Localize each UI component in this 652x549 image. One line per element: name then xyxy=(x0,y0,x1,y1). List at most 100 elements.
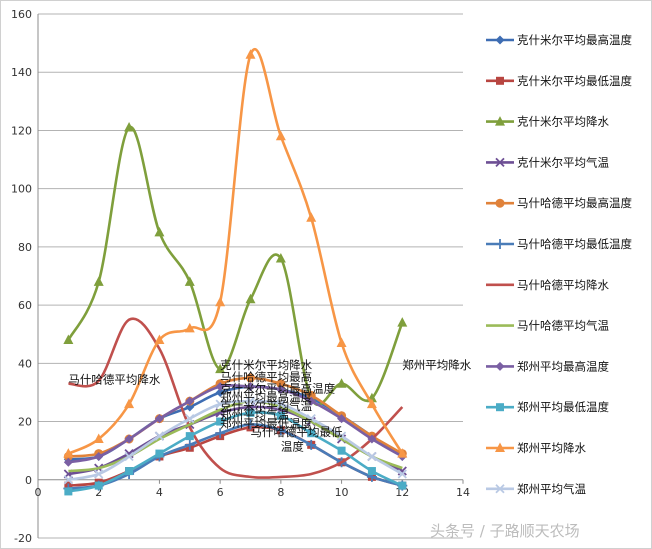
watermark-text: 头条号 / 子路顺天农场 xyxy=(430,522,580,540)
data-label: 郑州平均气温 xyxy=(220,408,289,422)
data-point xyxy=(397,448,408,458)
y-tick-label: -20 xyxy=(14,532,32,545)
legend-item: 马什哈德平均降水 xyxy=(486,278,609,292)
data-point xyxy=(154,431,165,441)
data-point xyxy=(495,484,505,494)
legend-item: 马什哈德平均最低温度 xyxy=(486,237,632,251)
x-tick-label: 10 xyxy=(335,486,349,499)
data-point xyxy=(125,467,134,476)
data-point xyxy=(337,446,346,455)
y-tick-label: 160 xyxy=(11,8,32,21)
data-point xyxy=(124,398,135,409)
legend-label: 马什哈德平均气温 xyxy=(517,319,609,333)
legend-item: 马什哈德平均最高温度 xyxy=(486,196,632,210)
legend-item: 郑州平均最低温度 xyxy=(486,400,609,414)
data-point xyxy=(336,337,347,347)
data-point xyxy=(367,434,377,444)
annotations: 马什哈德平均降水 克什米尔平均降水 郑州平均降水马什哈德平均最高克什米尔平均最高温度… xyxy=(68,358,471,454)
legend-label: 克什米尔平均降水 xyxy=(517,115,609,129)
data-point xyxy=(185,432,194,441)
y-tick-label: 140 xyxy=(11,66,32,79)
data-point xyxy=(306,414,316,424)
series-layer xyxy=(63,48,408,496)
data-point xyxy=(63,457,73,467)
series-line xyxy=(68,423,403,490)
legend: 克什米尔平均最高温度克什米尔平均最低温度克什米尔平均降水克什米尔平均气温马什哈德… xyxy=(486,33,632,496)
legend-label: 克什米尔平均最高温度 xyxy=(517,33,632,47)
data-point xyxy=(184,276,195,286)
data-label: 郑州平均最低温度 xyxy=(220,416,312,430)
data-point xyxy=(246,382,255,392)
data-point xyxy=(94,451,104,461)
data-point xyxy=(495,157,505,168)
data-point xyxy=(63,475,73,485)
data-point xyxy=(245,293,256,304)
y-tick-label: 100 xyxy=(11,183,32,196)
legend-label: 马什哈德平均降水 xyxy=(517,278,609,292)
x-tick-label: 2 xyxy=(95,486,102,499)
data-point xyxy=(275,425,286,436)
x-tick-label: 14 xyxy=(456,486,470,499)
data-point xyxy=(155,449,164,458)
data-point xyxy=(276,399,286,409)
data-point xyxy=(245,419,256,430)
data-point xyxy=(496,403,504,412)
data-point xyxy=(336,378,347,388)
data-point xyxy=(154,334,165,345)
data-point xyxy=(124,451,134,462)
data-label: 克什米尔平均气温 xyxy=(220,399,312,413)
data-point xyxy=(496,76,504,85)
data-point xyxy=(215,399,225,409)
data-point xyxy=(184,439,195,450)
series-12 xyxy=(63,396,407,485)
data-point xyxy=(245,396,256,406)
x-tick-label: 8 xyxy=(277,486,284,499)
data-point xyxy=(275,130,286,141)
data-label: 马什哈德平均最低 xyxy=(251,425,343,439)
legend-item: 克什米尔平均最低温度 xyxy=(486,74,632,88)
y-tick-label: 60 xyxy=(18,299,32,312)
data-point xyxy=(94,481,103,490)
data-label: 马什哈德平均降水 xyxy=(68,373,160,387)
data-point xyxy=(215,428,226,439)
series-3 xyxy=(63,122,408,407)
data-point xyxy=(306,390,316,400)
legend-item: 郑州平均最高温度 xyxy=(486,359,609,373)
legend-item: 克什米尔平均气温 xyxy=(486,155,609,169)
x-tick-label: 4 xyxy=(156,486,163,499)
data-point xyxy=(367,467,376,476)
data-point xyxy=(495,361,505,371)
data-point xyxy=(275,253,286,263)
data-point xyxy=(215,387,225,397)
data-point xyxy=(336,431,347,441)
data-point xyxy=(93,433,104,444)
data-point xyxy=(93,276,104,286)
data-point xyxy=(94,469,104,479)
series-line xyxy=(68,317,404,479)
x-tick-label: 6 xyxy=(217,486,224,499)
data-point xyxy=(495,442,505,452)
series-11 xyxy=(63,48,408,458)
legend-label: 马什哈德平均最高温度 xyxy=(517,196,632,210)
data-label: 温度 xyxy=(281,440,304,454)
data-point xyxy=(306,212,317,222)
data-point xyxy=(495,198,505,208)
data-point xyxy=(215,363,226,374)
x-tick-label: 0 xyxy=(35,486,42,499)
legend-label: 郑州平均最低温度 xyxy=(517,400,609,414)
data-point xyxy=(154,414,164,424)
data-point xyxy=(124,122,135,132)
data-label: 郑州平均降水 xyxy=(402,358,471,372)
data-point xyxy=(64,487,73,496)
legend-label: 郑州平均最高温度 xyxy=(517,359,609,373)
data-point xyxy=(246,373,255,383)
data-point xyxy=(306,396,316,406)
data-point xyxy=(245,49,256,59)
data-point xyxy=(367,451,377,462)
data-point xyxy=(366,398,377,409)
y-tick-label: 40 xyxy=(18,357,32,370)
data-point xyxy=(63,334,74,345)
legend-label: 克什米尔平均最低温度 xyxy=(517,74,632,88)
data-point xyxy=(398,481,407,490)
